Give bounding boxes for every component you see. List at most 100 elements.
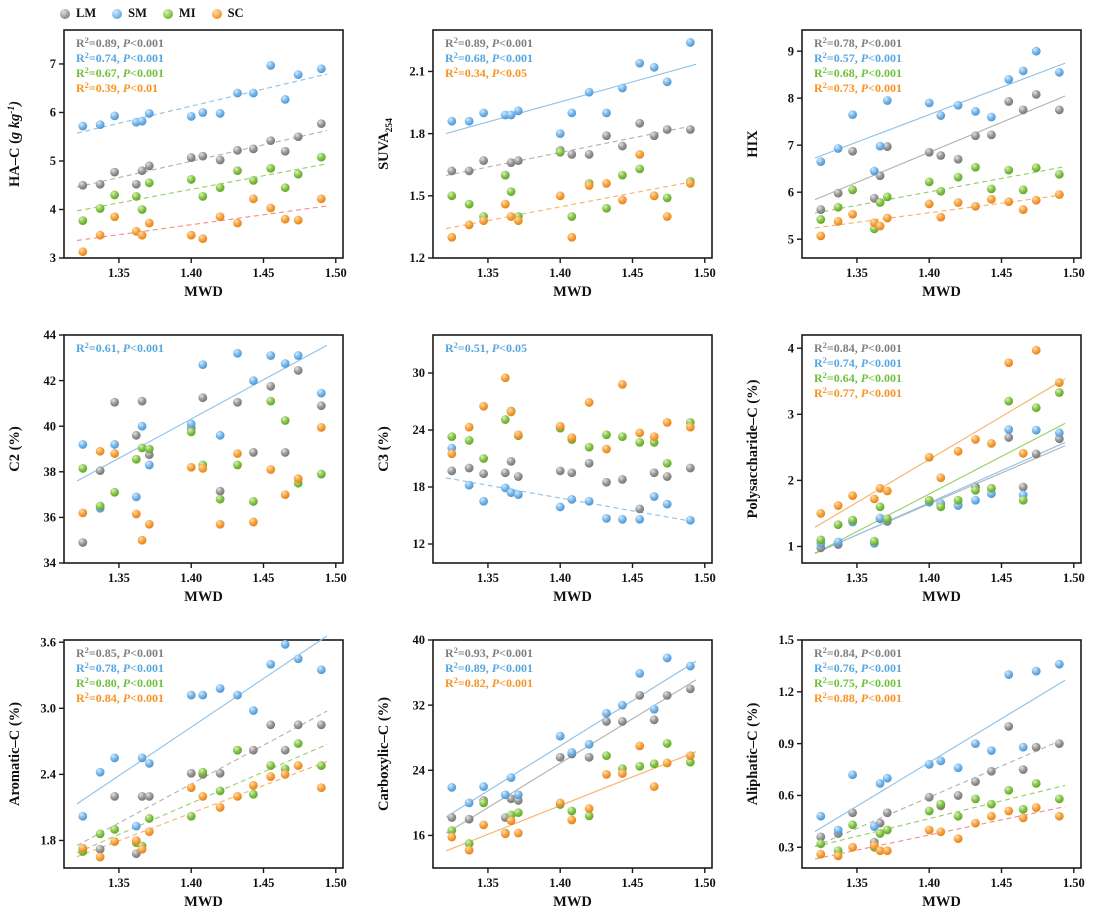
sm-marker-icon [112, 8, 123, 19]
data-point-MI [316, 469, 326, 479]
data-point-SC [137, 535, 147, 545]
x-tick-label: 1.35 [477, 876, 499, 890]
data-point-MI [816, 839, 826, 849]
data-point-SC [500, 373, 510, 383]
data-point-MI [875, 829, 885, 838]
y-tick-label: 1.2 [778, 685, 794, 699]
plot-box [63, 29, 344, 259]
plot-box [432, 334, 713, 564]
data-point-SC [144, 827, 154, 837]
data-point-MI [584, 811, 594, 821]
data-point-MI [266, 396, 276, 406]
legend-label-sm: SM [128, 6, 147, 20]
stats-line: R2=0.68, P<0.001 [814, 65, 902, 80]
data-point-LM [186, 153, 196, 162]
legend-label-mi: MI [178, 6, 196, 20]
data-point-SC [986, 438, 996, 448]
x-tick-label: 1.35 [477, 266, 499, 280]
data-point-SM [635, 514, 645, 524]
data-point-SC [555, 191, 565, 201]
x-tick-label: 1.40 [549, 571, 571, 585]
data-point-SC [1004, 197, 1014, 206]
data-point-LM [316, 119, 326, 129]
data-point-SM [602, 108, 611, 118]
y-tick-label: 40 [44, 419, 57, 433]
data-point-MI [316, 761, 326, 770]
data-point-LM [1031, 742, 1041, 752]
data-point-SC [266, 465, 276, 474]
data-point-LM [924, 792, 934, 802]
data-point-MI [464, 436, 474, 445]
data-point-SC [953, 446, 963, 456]
data-point-MI [567, 806, 577, 816]
data-point-LM [144, 161, 154, 171]
data-point-LM [649, 468, 659, 478]
data-point-MI [248, 497, 258, 506]
data-point-SM [986, 112, 996, 122]
data-point-MI [936, 799, 946, 809]
y-axis-label: C2 (%) [7, 426, 23, 472]
x-tick-label: 1.50 [694, 876, 716, 890]
data-point-MI [110, 190, 119, 200]
legend-label-lm: LM [76, 6, 97, 20]
data-point-MI [1018, 185, 1028, 195]
data-point-LM [506, 158, 516, 168]
data-point-MI [602, 430, 611, 440]
data-point-MI [875, 502, 885, 512]
legend-item-mi: MI [162, 6, 196, 21]
data-point-SM [685, 661, 695, 671]
data-point-SM [555, 129, 565, 139]
plot-box [432, 639, 713, 869]
data-point-SM [971, 106, 980, 116]
data-point-SC [649, 782, 659, 791]
data-point-SC [685, 178, 695, 188]
data-point-SM [875, 778, 885, 788]
data-point-MI [649, 759, 659, 769]
data-point-MI [1004, 396, 1014, 406]
data-point-MI [1018, 804, 1028, 814]
data-point-SC [924, 825, 934, 835]
data-point-LM [280, 146, 290, 156]
data-point-SM [1031, 425, 1041, 435]
y-tick-label: 2.4 [40, 768, 56, 782]
data-point-LM [602, 131, 611, 141]
stats-line: R2=0.73, P<0.001 [814, 80, 902, 95]
stats-line: R2=0.89, P<0.001 [445, 35, 533, 50]
data-point-LM [555, 752, 565, 762]
y-tick-label: 2.1 [409, 65, 425, 79]
data-point-SC [464, 422, 474, 432]
x-axis-label: MWD [184, 589, 223, 605]
data-point-SM [248, 376, 258, 385]
lm-marker-icon [60, 8, 70, 19]
y-tick-label: 3.6 [40, 635, 56, 649]
data-point-SM [584, 496, 594, 506]
x-tick-label: 1.50 [694, 571, 716, 585]
cell-aliphatic-c: 0.3 0.6 0.9 1.2 1.5 1.35 1.40 1.45 1.50 MWD Alipha… [738, 610, 1108, 914]
data-point-MI [316, 152, 326, 162]
data-point-MI [848, 820, 857, 830]
data-point-LM [882, 142, 892, 151]
plot-box [801, 29, 1082, 259]
data-point-SM [848, 110, 857, 120]
data-point-LM [1031, 449, 1041, 459]
x-tick-label: 1.50 [1063, 876, 1085, 890]
data-point-SC [215, 803, 225, 812]
cell-suva254: 1.2 1.5 1.8 2.1 1.35 1.40 1.45 1.50 MWD SUVA254 R2… [369, 0, 738, 305]
data-point-LM [479, 156, 488, 165]
data-point-SM [186, 419, 196, 429]
data-point-MI [635, 761, 645, 771]
data-point-SM [662, 77, 672, 87]
data-point-SM [233, 348, 242, 358]
data-point-MI [266, 761, 276, 770]
data-point-SM [131, 492, 141, 502]
stats-line: R2=0.84, P<0.001 [814, 340, 902, 355]
data-point-MI [233, 745, 242, 755]
data-point-LM [816, 832, 826, 842]
stats-line: R2=0.67, P<0.001 [76, 65, 164, 80]
trend-line-SM [814, 679, 1066, 833]
data-point-SM [617, 700, 627, 710]
data-point-SC [1054, 190, 1064, 199]
data-point-SC [555, 798, 565, 808]
y-axis-label: HA–C (g kg-1) [7, 101, 23, 187]
data-point-SM [869, 822, 879, 831]
